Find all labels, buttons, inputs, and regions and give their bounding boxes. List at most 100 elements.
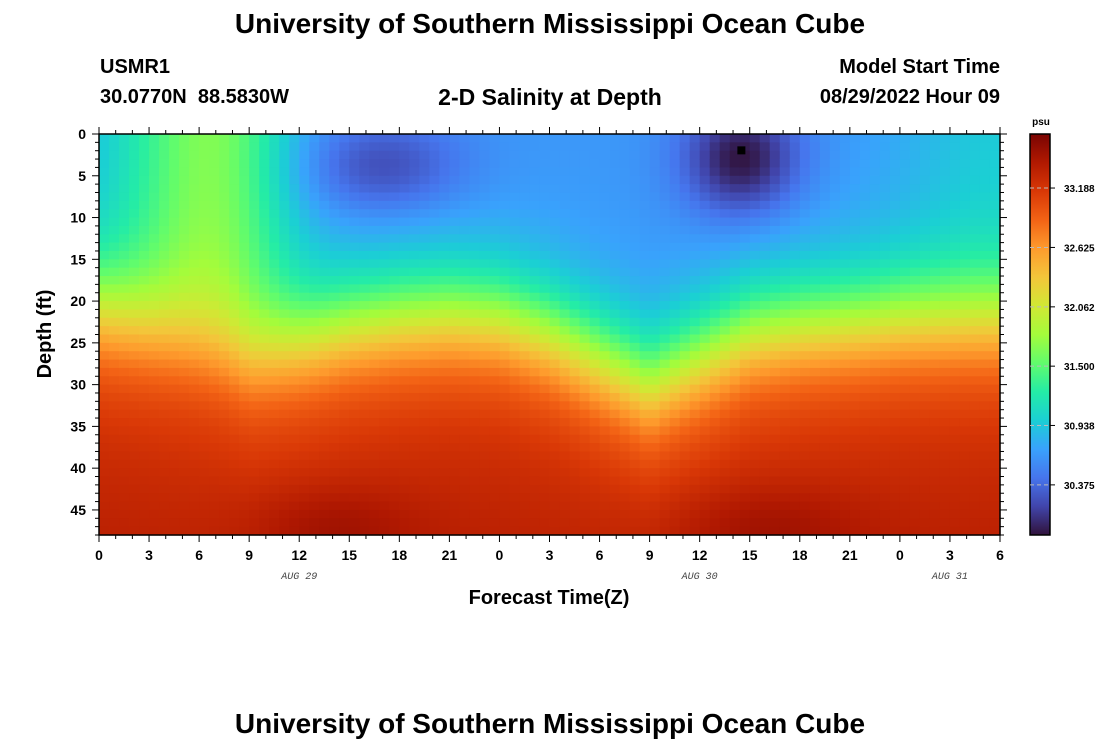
heatmap-cell [259, 526, 270, 536]
heatmap-cell [719, 326, 731, 336]
heatmap-cell [979, 426, 991, 436]
heatmap-cell [199, 426, 210, 436]
heatmap-cell [149, 334, 160, 344]
heatmap-cell [229, 301, 240, 311]
heatmap-cell [119, 200, 130, 210]
heatmap-cell [419, 159, 430, 169]
heatmap-cell [369, 142, 380, 152]
heatmap-cell [739, 434, 751, 444]
heatmap-cell [919, 459, 931, 469]
heatmap-cell [899, 175, 911, 185]
heatmap-cell [819, 292, 831, 302]
heatmap-cell [949, 134, 961, 143]
heatmap-cell [819, 493, 831, 503]
heatmap-cell [509, 401, 521, 411]
heatmap-cell [169, 493, 180, 503]
heatmap-cell [629, 434, 641, 444]
heatmap-cell [129, 359, 140, 369]
heatmap-cell [499, 192, 511, 202]
heatmap-cell [599, 418, 611, 427]
heatmap-cell [359, 401, 370, 411]
heatmap-cell [609, 175, 621, 185]
heatmap-cell [399, 326, 410, 336]
heatmap-cell [109, 359, 120, 369]
heatmap-cell [459, 200, 471, 210]
heatmap-cell [539, 434, 551, 444]
heatmap-cell [149, 443, 160, 453]
heatmap-cell [259, 284, 270, 294]
heatmap-cell [649, 134, 661, 143]
heatmap-cell [769, 326, 781, 336]
heatmap-cell [359, 209, 370, 219]
heatmap-cell [749, 501, 761, 511]
heatmap-cell [269, 501, 280, 511]
heatmap-cell [929, 134, 941, 143]
heatmap-cell [389, 384, 400, 394]
heatmap-cell [119, 376, 130, 386]
heatmap-cell [309, 351, 320, 361]
heatmap-cell [129, 292, 140, 302]
heatmap-cell [789, 484, 801, 494]
heatmap-cell [949, 317, 961, 327]
heatmap-cell [939, 518, 951, 528]
heatmap-cell [309, 150, 320, 160]
heatmap-cell [229, 250, 240, 260]
heatmap-cell [899, 192, 911, 202]
heatmap-cell [699, 326, 711, 336]
heatmap-cell [159, 359, 170, 369]
heatmap-cell [949, 326, 961, 336]
heatmap-cell [209, 150, 220, 160]
heatmap-cell [259, 367, 270, 377]
heatmap-cell [439, 418, 450, 427]
heatmap-cell [669, 351, 681, 361]
heatmap-cell [409, 426, 420, 436]
heatmap-cell [389, 334, 400, 344]
heatmap-cell [949, 484, 961, 494]
heatmap-cell [449, 384, 460, 394]
heatmap-cell [209, 276, 220, 285]
heatmap-cell [599, 376, 611, 386]
heatmap-cell [759, 276, 771, 285]
heatmap-cell [369, 242, 380, 252]
heatmap-cell [209, 367, 220, 377]
heatmap-cell [409, 526, 420, 536]
heatmap-cell [279, 434, 290, 444]
heatmap-cell [929, 342, 941, 352]
heatmap-cell [879, 468, 891, 478]
heatmap-cell [489, 493, 501, 503]
heatmap-cell [169, 200, 180, 210]
heatmap-cell [499, 250, 511, 260]
heatmap-cell [459, 493, 471, 503]
heatmap-cell [589, 501, 601, 511]
heatmap-cell [729, 259, 741, 269]
heatmap-cell [549, 418, 561, 427]
heatmap-cell [939, 142, 951, 152]
heatmap-cell [629, 401, 641, 411]
heatmap-cell [309, 434, 320, 444]
heatmap-cell [289, 459, 300, 469]
heatmap-cell [769, 334, 781, 344]
heatmap-cell [809, 484, 821, 494]
heatmap-cell [189, 200, 200, 210]
heatmap-cell [829, 451, 841, 461]
heatmap-cell [719, 192, 731, 202]
heatmap-cell [579, 175, 591, 185]
heatmap-cell [329, 259, 340, 269]
heatmap-cell [479, 418, 491, 427]
heatmap-cell [519, 134, 531, 143]
heatmap-cell [459, 334, 471, 344]
heatmap-cell [739, 426, 751, 436]
heatmap-cell [919, 468, 931, 478]
heatmap-cell [919, 192, 931, 202]
heatmap-cell [259, 476, 270, 486]
heatmap-cell [719, 409, 731, 419]
heatmap-cell [199, 317, 210, 327]
heatmap-cell [289, 367, 300, 377]
heatmap-cell [329, 493, 340, 503]
heatmap-cell [759, 284, 771, 294]
heatmap-cell [889, 175, 901, 185]
heatmap-cell [219, 292, 230, 302]
heatmap-cell [429, 459, 440, 469]
heatmap-cell [299, 276, 310, 285]
heatmap-cell [779, 326, 791, 336]
